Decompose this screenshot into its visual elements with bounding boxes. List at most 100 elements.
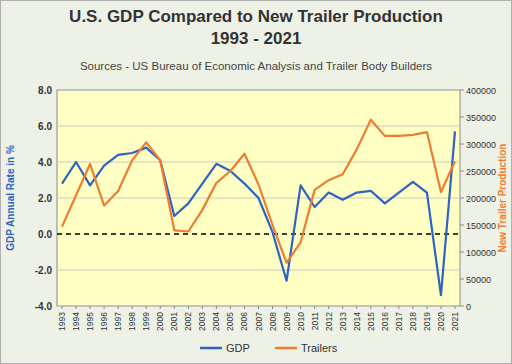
x-tick-label: 2020	[436, 312, 446, 331]
y2-tick	[460, 90, 464, 91]
x-tick-label: 2019	[422, 312, 432, 331]
background	[1, 1, 512, 364]
grid-line	[57, 162, 460, 163]
x-tick-label: 2018	[408, 312, 418, 331]
x-tick-label: 2015	[366, 312, 376, 331]
y2-tick	[460, 252, 464, 253]
x-tick-label: 1998	[127, 312, 137, 331]
x-tick-label: 2001	[169, 312, 179, 331]
y2-tick-label: 400000	[466, 86, 496, 96]
x-tick-label: 2016	[380, 312, 390, 331]
x-tick	[426, 306, 427, 309]
x-tick	[90, 306, 91, 309]
x-tick	[440, 306, 441, 309]
x-tick-label: 1994	[71, 312, 81, 331]
x-tick-label: 1993	[57, 312, 67, 331]
legend-label: Trailers	[301, 342, 338, 354]
y-tick-label: 4.0	[38, 157, 52, 168]
x-tick	[244, 306, 245, 309]
x-tick	[384, 306, 385, 309]
series-group	[62, 120, 455, 296]
x-tick	[370, 306, 371, 309]
x-tick-label: 2011	[310, 312, 320, 331]
y-tick-label: -2.0	[35, 265, 53, 276]
x-tick-label: 2003	[197, 312, 207, 331]
x-tick-label: 2017	[394, 312, 404, 331]
subtitle: Sources - US Bureau of Economic Analysis…	[80, 60, 432, 72]
y-axis-label: GDP Annual Rate in %	[5, 145, 16, 251]
x-tick-label: 2006	[239, 312, 249, 331]
series-line	[62, 120, 455, 263]
legend-swatch	[200, 347, 222, 350]
y2-tick	[460, 279, 464, 280]
x-tick-label: 2007	[254, 312, 264, 331]
x-tick-label: 2004	[211, 312, 221, 331]
y2-tick	[460, 198, 464, 199]
x-tick	[258, 306, 259, 309]
y-tick-label: 8.0	[38, 85, 52, 96]
chart: U.S. GDP Compared to New Trailer Product…	[0, 0, 512, 364]
y2-tick-label: 150000	[466, 221, 496, 231]
y-tick-label: 0.0	[38, 229, 52, 240]
x-tick	[104, 306, 105, 309]
x-tick	[455, 306, 456, 309]
grid-line	[57, 90, 460, 91]
x-tick	[398, 306, 399, 309]
x-tick	[146, 306, 147, 309]
x-tick-label: 1996	[99, 312, 109, 331]
x-tick-label: 1995	[85, 312, 95, 331]
x-tick	[412, 306, 413, 309]
x-tick	[160, 306, 161, 309]
y2-tick-label: 350000	[466, 113, 496, 123]
x-tick	[188, 306, 189, 309]
y2-tick-label: 300000	[466, 140, 496, 150]
title: 1993 - 2021	[211, 29, 302, 48]
x-tick-label: 2021	[450, 312, 460, 331]
y-tick-label: -4.0	[35, 301, 53, 312]
x-tick-label: 1997	[113, 312, 123, 331]
y2-tick	[460, 117, 464, 118]
x-tick-label: 2012	[324, 312, 334, 331]
x-tick	[174, 306, 175, 309]
x-tick	[286, 306, 287, 309]
y2-tick-label: 200000	[466, 194, 496, 204]
x-tick	[216, 306, 217, 309]
x-tick	[328, 306, 329, 309]
x-tick	[202, 306, 203, 309]
legend-swatch	[275, 347, 297, 350]
y2-tick-label: 250000	[466, 167, 496, 177]
x-tick	[314, 306, 315, 309]
y2-tick	[460, 144, 464, 145]
y2-tick	[460, 171, 464, 172]
x-tick	[230, 306, 231, 309]
y2-tick-label: 0	[466, 302, 471, 312]
y-tick-label: 2.0	[38, 193, 52, 204]
grid-line	[57, 233, 460, 235]
x-tick-label: 2000	[155, 312, 165, 331]
y2-tick-label: 50000	[466, 275, 491, 285]
x-tick	[272, 306, 273, 309]
x-tick	[356, 306, 357, 309]
x-tick-label: 2008	[268, 312, 278, 331]
y-tick-label: 6.0	[38, 121, 52, 132]
grid-line	[57, 126, 460, 127]
y2-tick	[460, 306, 464, 307]
x-tick	[300, 306, 301, 309]
x-tick-label: 2013	[338, 312, 348, 331]
x-tick-label: 1999	[141, 312, 151, 331]
plot-area	[57, 90, 460, 306]
grid-line	[57, 270, 460, 271]
x-tick	[132, 306, 133, 309]
y2-tick-label: 100000	[466, 248, 496, 258]
x-tick-label: 2002	[183, 312, 193, 331]
x-tick	[342, 306, 343, 309]
x-tick-label: 2005	[225, 312, 235, 331]
x-tick	[76, 306, 77, 309]
x-tick-label: 2010	[296, 312, 306, 331]
series-line	[62, 131, 455, 295]
y2-tick	[460, 225, 464, 226]
x-tick	[62, 306, 63, 309]
x-tick-label: 2009	[282, 312, 292, 331]
legend-label: GDP	[226, 342, 250, 354]
title: U.S. GDP Compared to New Trailer Product…	[69, 7, 443, 26]
